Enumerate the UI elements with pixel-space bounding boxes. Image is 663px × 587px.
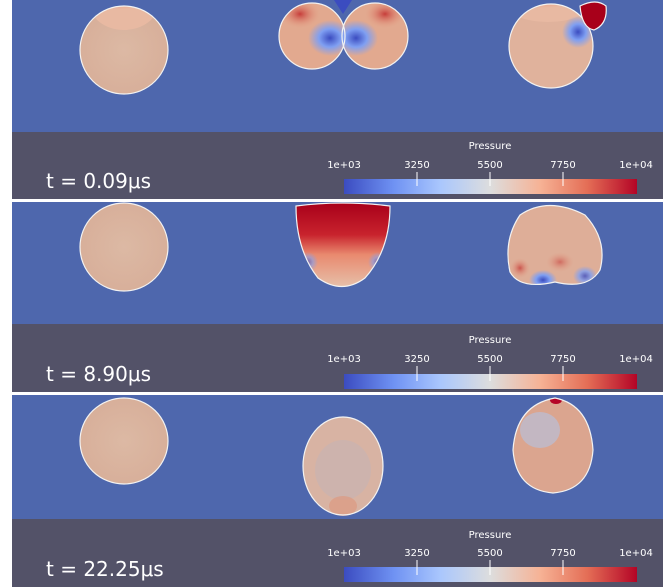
droplet-outline	[79, 202, 169, 292]
droplet-outline	[579, 1, 607, 31]
colorbar-tick-label: 7750	[550, 160, 575, 171]
droplet-right	[512, 397, 594, 494]
time-label: t = 8.90μs	[46, 362, 151, 386]
droplet-outline	[302, 416, 384, 516]
colorbar-tick-label: 5500	[477, 548, 502, 559]
colorbar-tick-label: 1e+04	[619, 160, 653, 171]
droplet-outline	[341, 2, 409, 70]
colorbar: Pressure 1e+03 3250 5500 7750 1e+04	[327, 335, 653, 389]
colorbar: Pressure 1e+03 3250 5500 7750 1e+04	[327, 530, 653, 582]
droplet-outline	[79, 397, 169, 485]
time-label: t = 22.25μs	[46, 557, 164, 581]
colorbar-tick-label: 1e+04	[619, 354, 653, 365]
colorbar: Pressure 1e+03 3250 5500 7750 1e+04	[327, 141, 653, 194]
panel-1: t = 0.09μs Pressure 1e+03 3250 5500 7750…	[12, 0, 663, 199]
droplet-center	[302, 416, 384, 516]
time-label: t = 0.09μs	[46, 169, 151, 193]
droplet-outline	[79, 5, 169, 95]
droplet-outline	[512, 397, 594, 494]
colorbar-tick-label: 1e+03	[327, 160, 361, 171]
colorbar-tick-label: 7750	[550, 548, 575, 559]
droplet-right	[508, 1, 607, 89]
droplet-right	[507, 205, 603, 285]
droplet-outline	[278, 2, 346, 70]
panel-divider	[0, 392, 663, 395]
droplet-outline	[508, 3, 594, 89]
colorbar-title: Pressure	[469, 335, 512, 346]
colorbar-tick-label: 1e+03	[327, 354, 361, 365]
colorbar-tick-label: 7750	[550, 354, 575, 365]
colorbar-tick-label: 3250	[404, 548, 429, 559]
colorbar-tick-label: 1e+03	[327, 548, 361, 559]
colorbar-tick-label: 5500	[477, 354, 502, 365]
panel-2: t = 8.90μs Pressure 1e+03 3250 5500 7750…	[12, 202, 663, 392]
colorbar-tick-label: 1e+04	[619, 548, 653, 559]
droplet-left	[79, 5, 169, 95]
colorbar-tick-label: 5500	[477, 160, 502, 171]
colorbar-title: Pressure	[469, 530, 512, 541]
colorbar-tick-label: 3250	[404, 354, 429, 365]
droplet-left	[79, 202, 169, 292]
colorbar-tick-label: 3250	[404, 160, 429, 171]
droplet-outline	[295, 202, 391, 288]
panel-divider	[0, 199, 663, 202]
panel-3: t = 22.25μs Pressure 1e+03 3250 5500 775…	[12, 395, 663, 587]
droplet-outline	[507, 205, 603, 285]
colorbar-title: Pressure	[469, 141, 512, 152]
droplet-left	[79, 397, 169, 485]
droplet-pair-center	[278, 0, 409, 70]
